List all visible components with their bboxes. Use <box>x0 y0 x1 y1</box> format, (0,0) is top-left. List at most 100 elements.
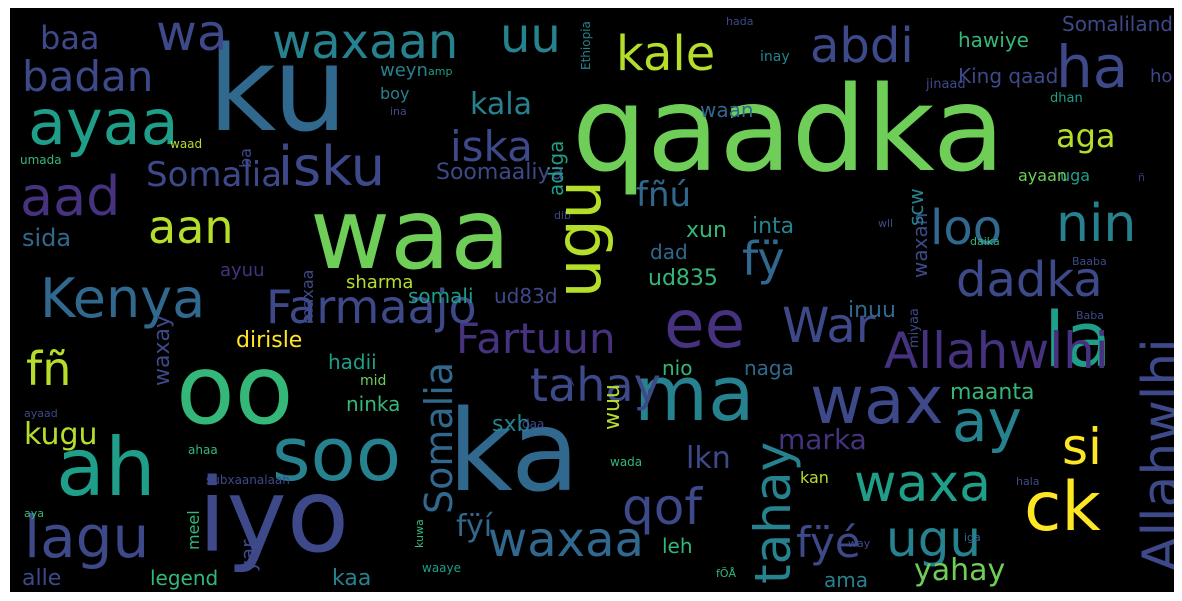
word-baaba: waad <box>170 137 203 151</box>
word-marka: Somalia <box>146 155 283 195</box>
word-scw: sxb <box>492 412 531 437</box>
word-maanta: legend <box>150 566 219 590</box>
word-ka: ka <box>448 387 580 517</box>
word-ayaan: ayaad <box>24 407 58 420</box>
word-maxaa: scw <box>904 188 928 226</box>
word-war: Allahwlhi <box>884 322 1109 380</box>
word-ay: ay <box>952 387 1022 455</box>
word-jinaad: maxaa <box>298 269 317 324</box>
word-aan: tahay <box>530 358 661 412</box>
word-fnu: fñ <box>26 342 72 396</box>
word-ha: ha <box>1056 33 1129 101</box>
word-allahwlhi: Allahwlhi <box>1132 338 1174 572</box>
word-waxaa: waxaa <box>488 512 644 568</box>
word-iska: fÿ <box>742 232 785 286</box>
word-uga: ninka <box>346 392 401 416</box>
word-leh: xun <box>686 218 727 243</box>
word-waxay: Somaliland <box>1062 12 1173 36</box>
word-baa: iska <box>450 122 533 171</box>
word-fartuun: fÿí <box>456 509 493 544</box>
word-nin: nin <box>1056 194 1137 254</box>
word-uu: uu <box>500 8 561 64</box>
word-qaadka: qaadka <box>572 60 1005 198</box>
word-ud83d: waxay <box>150 315 175 386</box>
word-sharma: yar <box>236 539 260 572</box>
word-dib: ina <box>390 105 407 118</box>
word-loo: qof <box>622 478 702 536</box>
word-ud835: Soomaaliya <box>436 160 565 185</box>
word-way: waaye <box>422 561 462 575</box>
word-hadii: nio <box>662 356 693 380</box>
word-ninka: naga <box>744 356 794 380</box>
word-la: la <box>1044 295 1112 384</box>
word-kenya: Kenya <box>40 267 206 330</box>
word-n-tilde: ayaan <box>1018 166 1068 185</box>
word-kala: Fartuun <box>456 314 616 363</box>
word-kaa: lkn <box>686 441 731 476</box>
word-lagu: lagu <box>24 503 150 571</box>
word-boy: inay <box>760 49 790 65</box>
word-soo: soo <box>272 412 402 498</box>
word-ayaa: ayaa <box>28 86 179 159</box>
word-ina: Ethiopia <box>579 21 593 70</box>
word-baba: umada <box>20 153 62 167</box>
word-kuwa: aya <box>24 507 44 520</box>
word-miyaa: ahaa <box>188 443 218 457</box>
word-soomaaliya: waan <box>700 98 754 122</box>
word-sxb: dad <box>650 240 688 264</box>
word-waaye: hala <box>1016 475 1040 488</box>
word-a-circumflex: hore <box>1150 66 1174 87</box>
word-dirisle: yahay <box>914 553 1006 588</box>
word-umada: amp <box>428 65 453 78</box>
word-kan: meel <box>184 510 203 550</box>
word-daa: way <box>848 537 871 550</box>
word-abdi: abdi <box>810 18 914 74</box>
word-yahay: sida <box>22 224 72 252</box>
word-xun: ud835 <box>648 266 718 291</box>
word-iga: kuwa <box>413 519 426 548</box>
word-weyn: jinaad <box>926 77 966 92</box>
word-somalia: Somalia <box>417 361 461 514</box>
word-dad: ud83d <box>494 284 558 308</box>
word-kale: kale <box>616 26 716 82</box>
word-foa: kan <box>800 468 829 487</box>
word-waxaan: waxaan <box>272 14 459 70</box>
word-aad: aad <box>20 165 121 228</box>
word-cloud: ku qaadka waa ka iyo oo ah soo ma ee wax… <box>10 8 1174 592</box>
word-waan: kaa <box>332 566 372 591</box>
word-fye: aan <box>148 200 234 254</box>
word-ethiopia: dhan <box>1050 91 1083 106</box>
word-ma: ma <box>634 349 755 438</box>
word-wa: wa <box>156 8 228 62</box>
word-hala: wll <box>878 217 894 230</box>
word-qumm: Â <box>568 379 575 389</box>
word-aya: Baba <box>1076 309 1105 322</box>
word-aga: Farmaajo <box>266 280 477 334</box>
word-ama: sharma <box>346 272 414 293</box>
word-somali: adiga <box>544 140 568 196</box>
word-waa: waa <box>310 178 511 292</box>
word-ck: ck <box>1024 468 1101 547</box>
word-ayaad: wada <box>610 455 643 469</box>
word-inuu: alle <box>22 566 62 591</box>
word-o: subxaanalaah <box>206 473 290 487</box>
word-waad: boy <box>380 84 410 103</box>
word-isku: isku <box>278 135 385 198</box>
word-lkn: baa <box>40 19 100 57</box>
word-daika: ba <box>236 148 255 168</box>
word-si: si <box>1062 418 1102 476</box>
word-somaliland: inuu <box>848 298 896 323</box>
word-nio: ama <box>824 568 868 592</box>
word-wax: wax <box>810 362 944 439</box>
word-adiga: hawiye <box>958 28 1029 52</box>
word-wuxuu: daika <box>970 235 1000 248</box>
word-hawiye: dirisle <box>236 328 303 353</box>
word-wll: dib <box>554 209 572 222</box>
word-tahay: tahay <box>744 441 802 584</box>
word-waxa: waxa <box>854 454 992 514</box>
word-iyo: iyo <box>198 457 350 576</box>
word-yaa: ñ <box>1138 171 1145 184</box>
word-legend: marka <box>778 423 867 456</box>
word-farmaajo: fñú <box>636 175 692 215</box>
word-waxan: wuu <box>600 384 625 430</box>
